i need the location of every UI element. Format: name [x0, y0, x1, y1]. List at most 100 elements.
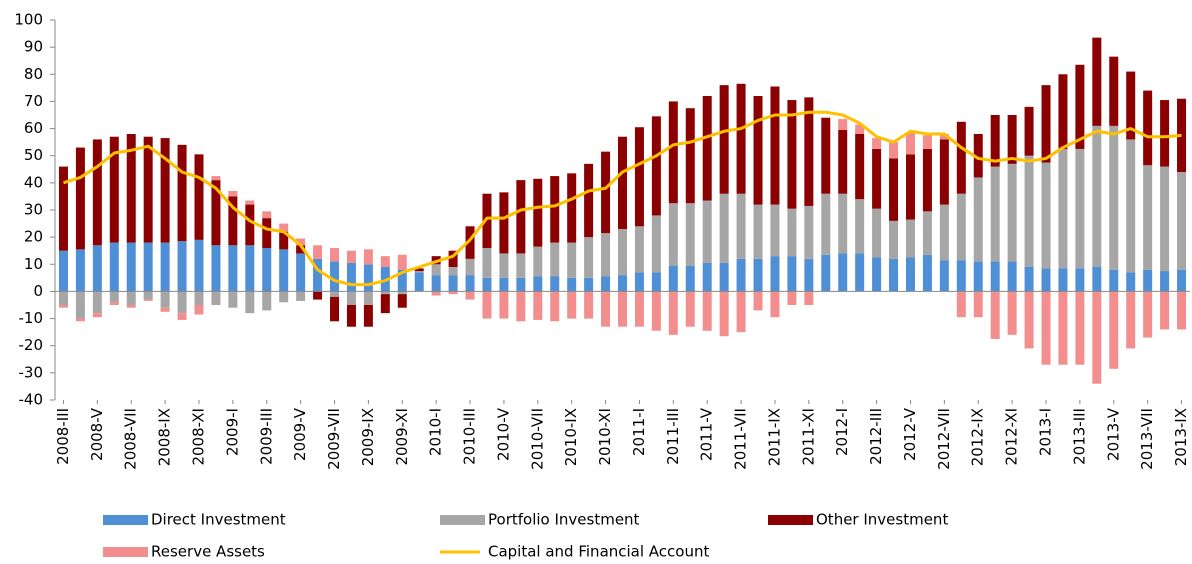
bar	[889, 142, 899, 159]
bar	[1075, 291, 1085, 365]
x-tick-label: 2008-III	[54, 408, 72, 465]
bar	[262, 291, 272, 311]
bar	[296, 253, 306, 292]
bar	[939, 260, 949, 292]
x-tick-label: 2011-XI	[799, 408, 817, 466]
x-tick-label: 2009-III	[257, 408, 275, 465]
bar	[838, 193, 848, 254]
bar	[1177, 269, 1187, 292]
bar	[1143, 165, 1153, 270]
x-tick-label: 2008-V	[88, 407, 106, 461]
bar	[634, 291, 644, 327]
bar	[821, 117, 831, 194]
bar	[313, 291, 323, 300]
bar	[109, 136, 119, 243]
bar	[346, 305, 356, 327]
bar	[58, 166, 68, 251]
bar	[177, 291, 187, 314]
bar	[482, 193, 492, 248]
bar	[922, 148, 932, 212]
bar	[601, 291, 611, 327]
x-tick-label: 2011-I	[630, 408, 648, 456]
bar	[1092, 125, 1102, 267]
bar	[889, 158, 899, 221]
bar	[1126, 272, 1136, 292]
bar	[973, 177, 983, 262]
legend-marker	[768, 515, 813, 525]
bar	[143, 299, 153, 301]
bar	[109, 302, 119, 305]
bar	[482, 277, 492, 292]
bar	[770, 204, 780, 257]
bar	[228, 196, 238, 246]
x-tick-label: 2011-III	[664, 408, 682, 465]
bar	[160, 138, 170, 243]
bar	[939, 204, 949, 261]
bar	[1177, 291, 1187, 330]
bar	[1177, 172, 1187, 270]
bar	[211, 176, 221, 181]
bar	[465, 258, 475, 276]
y-tick-label: 0	[33, 282, 43, 300]
bar	[1058, 291, 1068, 365]
bar	[922, 135, 932, 149]
bar	[1024, 106, 1034, 156]
x-tick-label: 2013-III	[1070, 408, 1088, 465]
bar	[905, 154, 915, 220]
bar	[245, 245, 255, 292]
bar	[296, 245, 306, 254]
x-tick-label: 2012-IX	[969, 408, 987, 466]
x-tick-label: 2011-VII	[732, 408, 750, 470]
bar	[482, 291, 492, 319]
bar	[550, 291, 560, 322]
bar	[1160, 271, 1170, 292]
bar	[973, 134, 983, 178]
x-tick-label: 2011-IX	[765, 408, 783, 466]
bar	[719, 193, 729, 263]
legend-marker	[103, 547, 148, 557]
x-tick-label: 2008-VII	[122, 408, 140, 470]
x-tick-label: 2009-V	[291, 407, 309, 461]
bar	[211, 291, 221, 305]
bar	[346, 250, 356, 263]
bar	[618, 136, 627, 229]
bar	[719, 262, 729, 292]
bar	[855, 134, 865, 200]
bar	[855, 253, 865, 292]
bar	[448, 275, 458, 292]
x-tick-label: 2013-IX	[1172, 408, 1190, 466]
bar	[550, 242, 560, 277]
bar	[719, 291, 729, 337]
bar	[634, 127, 644, 227]
bar	[1109, 269, 1119, 292]
legend-label: Direct Investment	[151, 511, 286, 529]
bar	[719, 85, 729, 194]
bar	[1024, 267, 1034, 292]
bar	[279, 291, 289, 303]
legend-marker	[440, 515, 485, 525]
x-tick-label: 2012-VII	[935, 408, 953, 470]
bar	[838, 253, 848, 292]
bar	[482, 248, 492, 278]
bar	[330, 248, 340, 262]
bar	[804, 258, 814, 292]
bar	[990, 166, 1000, 262]
bar	[313, 245, 323, 259]
legend-label: Capital and Financial Account	[488, 543, 709, 561]
bar	[1160, 100, 1170, 167]
x-tick-label: 2013-I	[1037, 408, 1055, 456]
bar	[668, 291, 678, 335]
bar	[346, 262, 356, 292]
bar	[1075, 64, 1085, 149]
bar	[567, 173, 577, 243]
bar	[58, 305, 68, 308]
bar	[905, 257, 915, 292]
y-tick-label: 20	[24, 228, 43, 246]
bar	[516, 180, 526, 254]
bar	[567, 291, 577, 319]
y-tick-label: 40	[24, 173, 43, 191]
bar	[668, 101, 678, 204]
bar	[126, 242, 136, 292]
bar	[736, 291, 746, 333]
bar	[1109, 125, 1119, 270]
